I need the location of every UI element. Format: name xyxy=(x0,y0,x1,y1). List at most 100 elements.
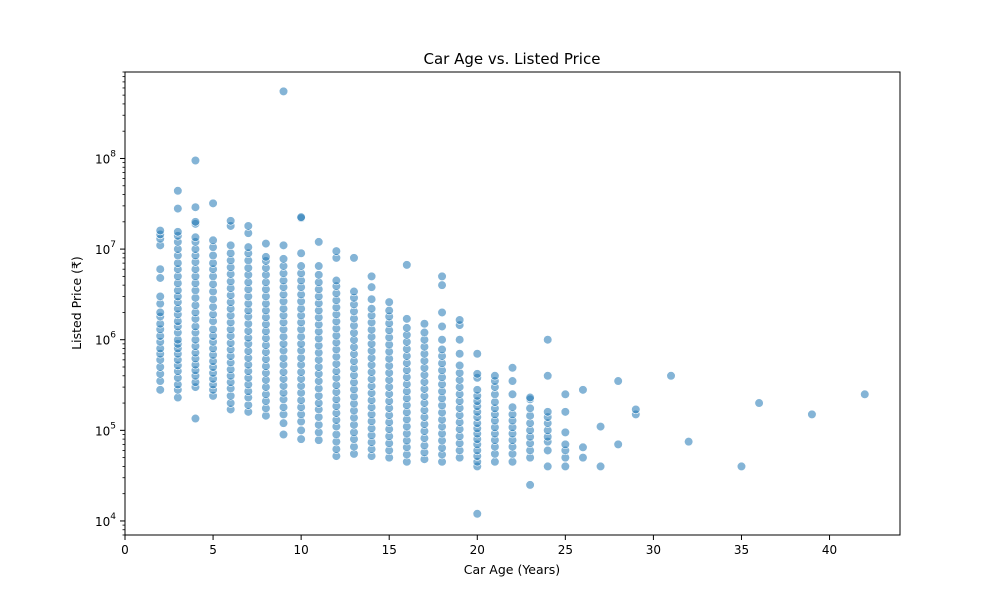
data-point xyxy=(173,186,183,196)
x-tick-label: 35 xyxy=(734,543,749,557)
data-point xyxy=(190,321,201,332)
data-point xyxy=(331,429,341,440)
data-point xyxy=(455,335,465,345)
data-point xyxy=(543,407,553,417)
x-tick-label: 40 xyxy=(822,543,837,557)
x-tick-label: 15 xyxy=(382,543,397,557)
data-point xyxy=(507,402,518,412)
data-point xyxy=(261,252,271,262)
data-point xyxy=(208,302,218,312)
data-point xyxy=(455,315,465,325)
data-point xyxy=(437,280,447,290)
data-point xyxy=(173,227,183,237)
data-point xyxy=(349,286,359,297)
data-point xyxy=(472,385,482,395)
data-point xyxy=(155,264,165,274)
y-tick-label: 108 xyxy=(95,149,116,166)
data-point xyxy=(613,439,623,449)
data-point xyxy=(402,314,412,324)
data-point xyxy=(525,480,535,490)
data-point xyxy=(190,202,201,212)
data-point xyxy=(331,275,341,286)
y-tick-label: 104 xyxy=(95,512,116,529)
data-point xyxy=(278,418,289,428)
data-point xyxy=(543,461,553,472)
y-axis-label: Listed Price (₹) xyxy=(69,256,84,350)
x-tick-label: 25 xyxy=(558,543,573,557)
data-point xyxy=(543,335,553,345)
data-point xyxy=(560,407,570,417)
y-tick-label: 105 xyxy=(95,421,116,438)
x-tick-label: 5 xyxy=(209,543,217,557)
x-tick-label: 10 xyxy=(293,543,308,557)
data-point xyxy=(578,385,588,395)
data-point xyxy=(243,221,253,231)
data-point xyxy=(807,409,817,419)
data-point xyxy=(296,248,306,258)
data-point xyxy=(296,261,306,271)
data-point xyxy=(437,335,447,345)
data-point xyxy=(595,461,606,472)
data-point xyxy=(314,261,324,271)
data-point xyxy=(314,270,324,280)
data-point xyxy=(314,237,324,247)
data-point xyxy=(560,439,570,449)
data-point xyxy=(243,242,253,252)
data-point xyxy=(631,404,641,415)
x-tick-label: 0 xyxy=(121,543,129,557)
data-point xyxy=(366,294,377,304)
data-point xyxy=(278,240,289,250)
data-point xyxy=(366,282,377,292)
data-point xyxy=(507,457,518,467)
data-point xyxy=(296,434,306,444)
data-point xyxy=(490,371,500,381)
data-point xyxy=(208,258,218,268)
data-point xyxy=(208,235,218,245)
data-point xyxy=(472,369,482,379)
data-point xyxy=(366,271,377,281)
data-point xyxy=(860,389,870,399)
data-point xyxy=(666,371,676,381)
data-point xyxy=(472,349,482,359)
data-point xyxy=(437,271,447,281)
data-point xyxy=(208,198,218,208)
data-point xyxy=(155,226,165,236)
data-point xyxy=(684,437,694,447)
data-point xyxy=(349,253,359,263)
data-point xyxy=(314,420,324,430)
data-point xyxy=(560,461,570,472)
chart-title: Car Age vs. Listed Price xyxy=(424,50,601,68)
data-point xyxy=(190,217,201,227)
data-point xyxy=(173,392,183,403)
data-point xyxy=(419,327,430,338)
data-point xyxy=(173,203,183,214)
data-point xyxy=(278,254,289,264)
data-point xyxy=(208,250,218,261)
data-point xyxy=(613,376,623,386)
data-point xyxy=(278,402,289,412)
data-point xyxy=(490,457,500,467)
data-point xyxy=(507,376,518,386)
data-point xyxy=(208,279,218,289)
plot-frame xyxy=(124,71,901,536)
data-point xyxy=(402,260,412,270)
data-point xyxy=(208,324,218,334)
data-point xyxy=(226,248,236,258)
data-point xyxy=(578,453,588,463)
data-point xyxy=(437,307,447,318)
data-point xyxy=(543,445,553,456)
data-point xyxy=(437,321,447,332)
data-point xyxy=(525,392,535,403)
data-point xyxy=(525,403,535,413)
data-point xyxy=(331,246,341,256)
data-point xyxy=(155,291,165,302)
data-point xyxy=(190,155,201,166)
data-point xyxy=(190,413,201,424)
data-point xyxy=(578,442,588,452)
data-point xyxy=(560,389,570,399)
data-point xyxy=(507,363,518,373)
data-point xyxy=(155,385,165,395)
data-point xyxy=(455,349,465,359)
data-point xyxy=(560,427,570,437)
